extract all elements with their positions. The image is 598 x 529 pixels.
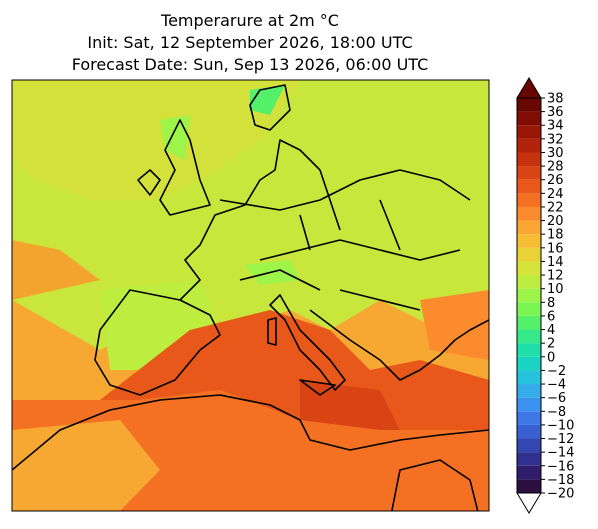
colorbar-segment: [517, 302, 541, 316]
colorbar-tick-label: −12: [547, 432, 574, 447]
colorbar-segment: [517, 234, 541, 248]
colorbar-tick-label: 18: [547, 228, 564, 243]
colorbar-tick-label: 26: [547, 173, 564, 188]
colorbar-segment: [517, 479, 541, 493]
colorbar-tick-label: 30: [547, 146, 564, 161]
title-line: Init: Sat, 12 September 2026, 18:00 UTC: [87, 33, 412, 52]
colorbar-tick-label: 24: [547, 187, 564, 202]
colorbar-segment: [517, 343, 541, 357]
colorbar-tick-label: 4: [547, 323, 555, 338]
colorbar-segment: [517, 138, 541, 153]
colorbar-tick-label: 34: [547, 119, 564, 134]
colorbar-tick-label: 20: [547, 214, 564, 229]
colorbar-tick-label: 12: [547, 269, 564, 284]
colorbar-frame: [516, 97, 542, 494]
colorbar-tick-label: −2: [547, 364, 566, 379]
colorbar-segment: [517, 370, 541, 385]
colorbar-segment: [517, 438, 541, 453]
colorbar-tick-label: −18: [547, 473, 574, 488]
map-frame: [11, 79, 490, 512]
colorbar-tick-label: 2: [547, 337, 555, 352]
colorbar-segment: [517, 329, 541, 344]
colorbar-segment: [517, 220, 541, 235]
colorbar-tick-label: 0: [547, 350, 555, 365]
colorbar-tick-label: 10: [547, 282, 564, 297]
colorbar-segment: [517, 397, 541, 412]
colorbar-segment: [517, 125, 541, 139]
colorbar-segment: [517, 261, 541, 276]
colorbar-segment: [517, 288, 541, 303]
title-line: Temperarure at 2m °C: [160, 11, 339, 30]
colorbar-segment: [517, 315, 541, 330]
colorbar-tick-label: −14: [547, 446, 574, 461]
colorbar-segment: [517, 356, 541, 371]
colorbar-segment: [517, 152, 541, 167]
colorbar-tick-label: −8: [547, 405, 566, 420]
title-line: Forecast Date: Sun, Sep 13 2026, 06:00 U…: [72, 55, 429, 74]
colorbar: −20−18−16−14−12−10−8−6−4−202468101214161…: [516, 77, 574, 514]
colorbar-tick-label: −10: [547, 418, 574, 433]
colorbar-segment: [517, 275, 541, 289]
colorbar-tick-label: −4: [547, 378, 566, 393]
map: [12, 80, 489, 511]
colorbar-tick-label: 14: [547, 255, 564, 270]
colorbar-segment: [517, 452, 541, 466]
colorbar-tick-label: −6: [547, 391, 566, 406]
colorbar-tick-label: 38: [547, 92, 564, 107]
colorbar-segment: [517, 179, 541, 194]
colorbar-tick-label: 16: [547, 241, 564, 256]
colorbar-segment: [517, 424, 541, 439]
colorbar-tick-label: −20: [547, 487, 574, 502]
colorbar-segment: [517, 193, 541, 207]
colorbar-over: [516, 77, 542, 99]
colorbar-tick-label: 36: [547, 105, 564, 120]
colorbar-segment: [517, 111, 541, 126]
colorbar-segment: [517, 166, 541, 180]
colorbar-segment: [517, 206, 541, 221]
colorbar-segment: [517, 384, 541, 398]
colorbar-segment: [517, 247, 541, 262]
colorbar-under: [516, 492, 542, 514]
colorbar-segment: [517, 465, 541, 480]
colorbar-segment: [517, 98, 541, 112]
colorbar-tick-label: 8: [547, 296, 555, 311]
colorbar-tick-label: 28: [547, 160, 564, 175]
colorbar-tick-label: 32: [547, 132, 564, 147]
colorbar-tick-label: 22: [547, 200, 564, 215]
colorbar-tick-label: −16: [547, 459, 574, 474]
colorbar-tick-label: 6: [547, 309, 555, 324]
colorbar-segment: [517, 411, 541, 425]
